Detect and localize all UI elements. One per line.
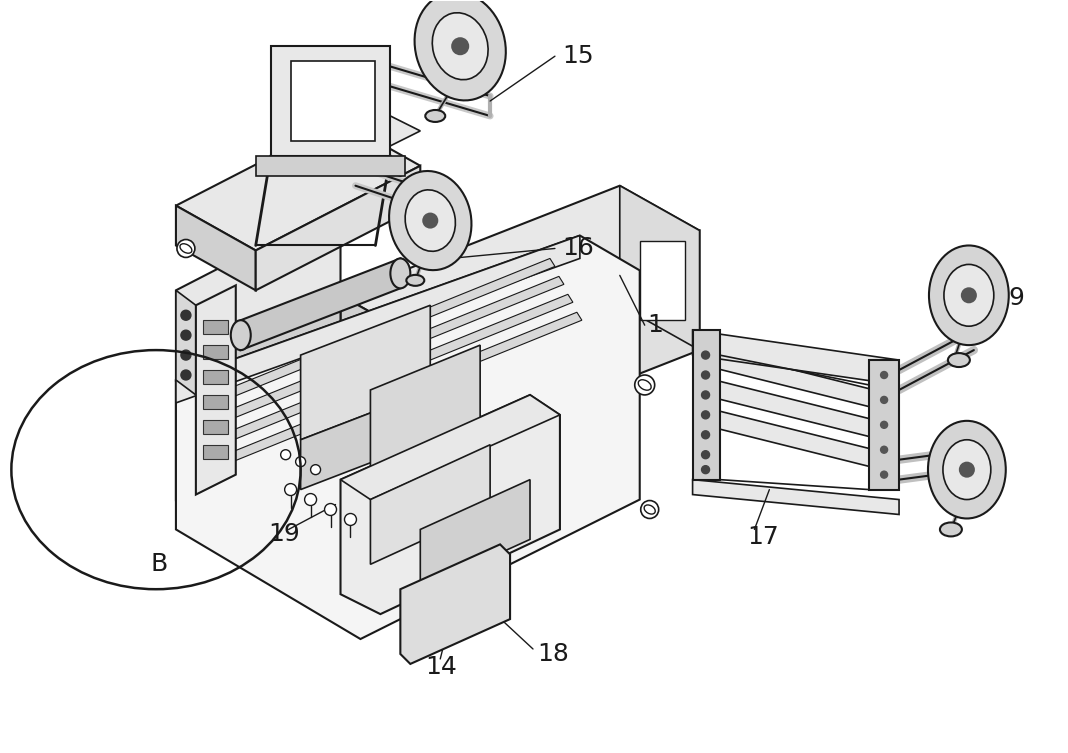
Text: 16: 16 bbox=[562, 236, 594, 261]
Polygon shape bbox=[255, 156, 406, 175]
Circle shape bbox=[345, 514, 357, 526]
Circle shape bbox=[325, 504, 336, 516]
Polygon shape bbox=[694, 375, 874, 437]
Polygon shape bbox=[341, 295, 421, 459]
Text: 19: 19 bbox=[269, 523, 300, 547]
Polygon shape bbox=[270, 46, 391, 156]
Ellipse shape bbox=[940, 523, 962, 536]
Bar bbox=[290, 61, 376, 141]
Polygon shape bbox=[341, 395, 560, 614]
Bar bbox=[203, 395, 227, 409]
Ellipse shape bbox=[406, 275, 424, 286]
Circle shape bbox=[702, 351, 709, 359]
Circle shape bbox=[881, 471, 888, 478]
Polygon shape bbox=[219, 294, 572, 444]
Circle shape bbox=[180, 310, 191, 320]
Ellipse shape bbox=[928, 421, 1006, 519]
Text: 14: 14 bbox=[425, 655, 457, 679]
Bar bbox=[203, 370, 227, 384]
Bar bbox=[203, 420, 227, 434]
Circle shape bbox=[423, 214, 437, 227]
Ellipse shape bbox=[405, 190, 455, 252]
Polygon shape bbox=[341, 106, 421, 146]
Circle shape bbox=[311, 465, 320, 474]
Circle shape bbox=[634, 375, 655, 395]
Ellipse shape bbox=[425, 110, 445, 122]
Polygon shape bbox=[371, 345, 481, 474]
Polygon shape bbox=[694, 345, 874, 408]
Polygon shape bbox=[300, 390, 430, 489]
Ellipse shape bbox=[943, 440, 991, 499]
Polygon shape bbox=[421, 480, 530, 589]
Bar bbox=[203, 345, 227, 359]
Polygon shape bbox=[400, 544, 511, 664]
Text: B: B bbox=[151, 552, 168, 576]
Circle shape bbox=[296, 457, 305, 467]
Circle shape bbox=[641, 501, 659, 519]
Ellipse shape bbox=[433, 13, 488, 80]
Bar bbox=[203, 320, 227, 334]
Circle shape bbox=[281, 450, 290, 459]
Polygon shape bbox=[176, 236, 580, 403]
Circle shape bbox=[702, 465, 709, 474]
Circle shape bbox=[881, 396, 888, 404]
Circle shape bbox=[180, 350, 191, 360]
Circle shape bbox=[285, 483, 297, 495]
Polygon shape bbox=[341, 186, 700, 340]
Polygon shape bbox=[176, 121, 421, 251]
Ellipse shape bbox=[391, 258, 410, 288]
Polygon shape bbox=[240, 258, 400, 350]
Polygon shape bbox=[692, 330, 899, 385]
Circle shape bbox=[881, 422, 888, 428]
Polygon shape bbox=[201, 258, 555, 408]
Polygon shape bbox=[694, 405, 874, 468]
Circle shape bbox=[881, 371, 888, 379]
Polygon shape bbox=[341, 395, 560, 499]
Circle shape bbox=[180, 370, 191, 380]
Ellipse shape bbox=[231, 320, 251, 350]
Ellipse shape bbox=[944, 264, 994, 326]
Ellipse shape bbox=[929, 245, 1009, 345]
Polygon shape bbox=[300, 305, 430, 440]
Ellipse shape bbox=[414, 0, 506, 100]
Circle shape bbox=[702, 411, 709, 419]
Polygon shape bbox=[421, 230, 700, 459]
Polygon shape bbox=[692, 330, 720, 480]
Polygon shape bbox=[371, 445, 490, 564]
Polygon shape bbox=[176, 291, 195, 395]
Polygon shape bbox=[176, 295, 341, 499]
Circle shape bbox=[702, 451, 709, 459]
Bar bbox=[640, 240, 685, 320]
Ellipse shape bbox=[948, 353, 970, 367]
Circle shape bbox=[304, 493, 316, 505]
Circle shape bbox=[702, 431, 709, 439]
Circle shape bbox=[180, 330, 191, 340]
Circle shape bbox=[960, 462, 974, 477]
Circle shape bbox=[881, 447, 888, 453]
Text: 1: 1 bbox=[647, 313, 663, 337]
Circle shape bbox=[452, 38, 468, 54]
Polygon shape bbox=[195, 285, 236, 495]
Text: 15: 15 bbox=[562, 44, 594, 69]
Polygon shape bbox=[619, 186, 700, 350]
Polygon shape bbox=[176, 236, 640, 639]
Polygon shape bbox=[227, 312, 582, 462]
Circle shape bbox=[177, 239, 194, 258]
Polygon shape bbox=[692, 480, 899, 514]
Text: 17: 17 bbox=[748, 526, 780, 550]
Ellipse shape bbox=[389, 171, 471, 270]
Polygon shape bbox=[255, 166, 421, 291]
Polygon shape bbox=[176, 206, 255, 291]
Bar bbox=[203, 445, 227, 459]
Circle shape bbox=[962, 288, 976, 302]
Circle shape bbox=[702, 371, 709, 379]
Polygon shape bbox=[209, 276, 564, 425]
Text: 18: 18 bbox=[537, 642, 569, 666]
Circle shape bbox=[702, 391, 709, 399]
Text: 9: 9 bbox=[1009, 286, 1024, 310]
Polygon shape bbox=[869, 360, 899, 489]
Polygon shape bbox=[176, 206, 341, 380]
